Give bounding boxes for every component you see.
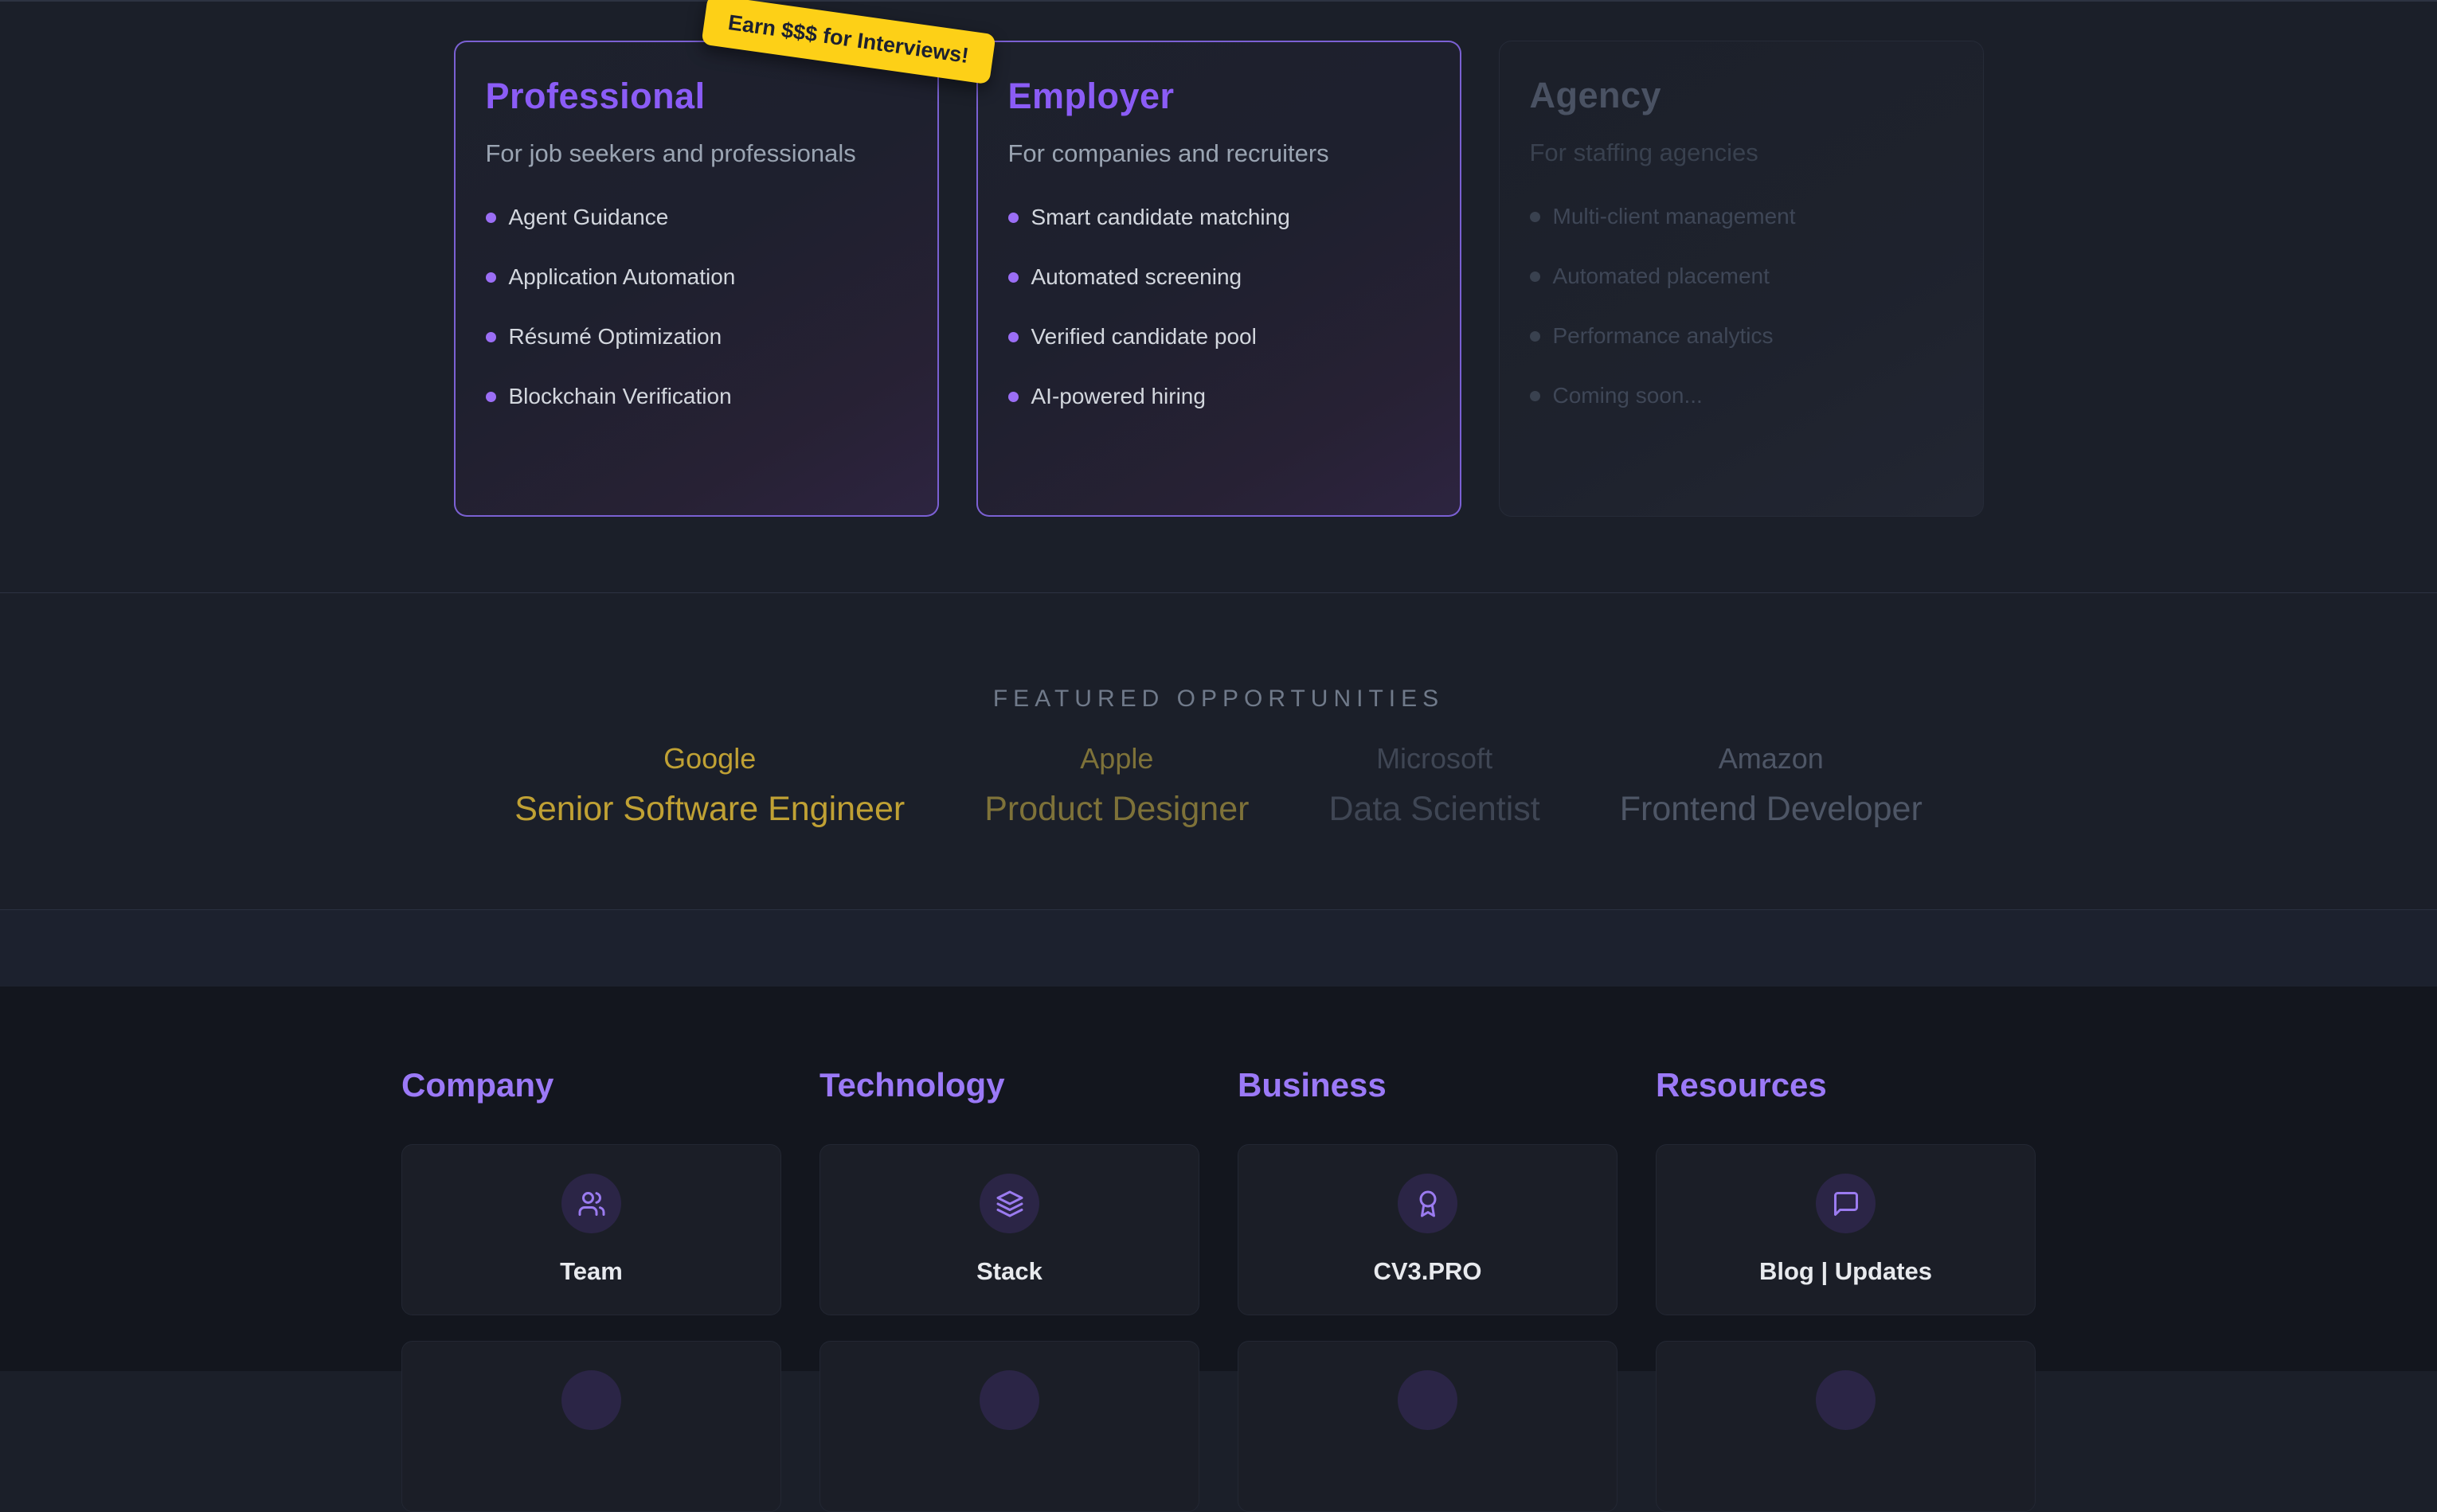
feature-label: Agent Guidance xyxy=(508,205,669,229)
feature-label: Verified candidate pool xyxy=(1031,324,1257,349)
plan-feature-list: Smart candidate matching Automated scree… xyxy=(1007,205,1430,409)
feature-item: Smart candidate matching xyxy=(1007,205,1430,230)
plan-title: Employer xyxy=(1007,76,1175,116)
bullet-dot-icon xyxy=(485,272,496,283)
footer-card-label: Team xyxy=(560,1257,623,1285)
message-icon xyxy=(1816,1174,1876,1233)
feature-item: Performance analytics xyxy=(1529,323,1953,349)
section-divider-strip xyxy=(0,909,2437,987)
featured-role: Product Designer xyxy=(984,790,1250,828)
bullet-dot-icon xyxy=(1529,211,1540,222)
feature-item: Blockchain Verification xyxy=(485,384,907,409)
footer-card-team[interactable]: Team xyxy=(401,1144,781,1315)
footer-heading: Company xyxy=(401,1066,554,1104)
feature-item: Automated placement xyxy=(1529,264,1953,289)
footer-column-resources: Resources Blog | Updates xyxy=(1656,1066,2036,1315)
plan-subtitle: For staffing agencies xyxy=(1529,139,1758,166)
feature-item: Verified candidate pool xyxy=(1007,324,1430,350)
bullet-dot-icon xyxy=(1007,331,1019,342)
feature-item: Automated screening xyxy=(1007,264,1430,290)
users-icon xyxy=(561,1174,621,1233)
footer-grid: Company Team Technology Sta xyxy=(401,1066,2036,1512)
featured-company: Google xyxy=(663,742,757,775)
featured-company: Amazon xyxy=(1718,742,1824,775)
bullet-dot-icon xyxy=(485,212,496,223)
featured-role: Frontend Developer xyxy=(1619,790,1923,828)
bullet-dot-icon xyxy=(485,391,496,402)
plan-title: Professional xyxy=(485,76,706,116)
featured-row: Google Senior Software Engineer Apple Pr… xyxy=(0,742,2437,829)
featured-item-amazon: Amazon Frontend Developer xyxy=(1620,742,1923,829)
feature-item: AI-powered hiring xyxy=(1007,384,1430,409)
feature-label: Blockchain Verification xyxy=(508,384,732,408)
bullet-dot-icon xyxy=(485,331,496,342)
footer-column-company: Company Team xyxy=(401,1066,781,1315)
featured-role: Senior Software Engineer xyxy=(514,790,906,828)
plan-subtitle: For job seekers and professionals xyxy=(485,139,856,167)
feature-label: Résumé Optimization xyxy=(508,324,722,349)
footer-column-business: Business CV3.PRO xyxy=(1238,1066,1617,1315)
feature-item: Application Automation xyxy=(485,264,907,290)
pricing-section: Earn $$$ for Interviews! Professional Fo… xyxy=(0,0,2437,592)
bullet-dot-icon xyxy=(1529,271,1540,282)
feature-label: Automated placement xyxy=(1552,264,1770,288)
plan-title: Agency xyxy=(1529,75,1662,115)
plan-feature-list: Multi-client management Automated placem… xyxy=(1529,204,1953,408)
footer-card-partial[interactable] xyxy=(1238,1341,1617,1512)
feature-item: Résumé Optimization xyxy=(485,324,907,350)
feature-item: Multi-client management xyxy=(1529,204,1953,229)
layers-icon xyxy=(980,1174,1039,1233)
featured-item-microsoft: Microsoft Data Scientist xyxy=(1328,742,1539,829)
feature-label: Performance analytics xyxy=(1552,323,1774,348)
plan-card-agency: Agency For staffing agencies Multi-clien… xyxy=(1498,41,1984,517)
feature-label: Coming soon... xyxy=(1552,383,1703,408)
footer-card-stack[interactable]: Stack xyxy=(820,1144,1199,1315)
footer-column-technology: Technology Stack xyxy=(820,1066,1199,1315)
feature-label: Automated screening xyxy=(1031,264,1242,289)
circle-icon xyxy=(980,1370,1039,1430)
footer-heading: Business xyxy=(1238,1066,1387,1104)
feature-item: Agent Guidance xyxy=(485,205,907,230)
feature-label: Smart candidate matching xyxy=(1031,205,1290,229)
plan-feature-list: Agent Guidance Application Automation Ré… xyxy=(485,205,907,409)
footer-card-cv3pro[interactable]: CV3.PRO xyxy=(1238,1144,1617,1315)
footer-card-blog-updates[interactable]: Blog | Updates xyxy=(1656,1144,2036,1315)
footer-heading: Technology xyxy=(820,1066,1005,1104)
plan-subtitle: For companies and recruiters xyxy=(1007,139,1329,167)
feature-label: AI-powered hiring xyxy=(1031,384,1206,408)
feature-item: Coming soon... xyxy=(1529,383,1953,408)
featured-company: Microsoft xyxy=(1376,742,1493,775)
feature-label: Application Automation xyxy=(508,264,736,289)
footer-card-partial[interactable] xyxy=(401,1341,781,1512)
featured-heading: FEATURED OPPORTUNITIES xyxy=(992,686,1445,712)
award-icon xyxy=(1398,1174,1457,1233)
featured-company: Apple xyxy=(1080,742,1154,775)
footer-card-label: Blog | Updates xyxy=(1758,1257,1933,1285)
footer-card-partial[interactable] xyxy=(1656,1341,2036,1512)
featured-item-apple: Apple Product Designer xyxy=(984,742,1249,829)
bullet-dot-icon xyxy=(1007,272,1019,283)
circle-icon xyxy=(1816,1370,1876,1430)
bullet-dot-icon xyxy=(1007,212,1019,223)
plan-cards-row: Professional For job seekers and profess… xyxy=(0,2,2437,517)
circle-icon xyxy=(1398,1370,1457,1430)
bullet-dot-icon xyxy=(1529,390,1540,401)
featured-item-google: Google Senior Software Engineer xyxy=(514,742,905,829)
plan-card-employer[interactable]: Employer For companies and recruiters Sm… xyxy=(976,41,1461,517)
bullet-dot-icon xyxy=(1007,391,1019,402)
circle-icon xyxy=(561,1370,621,1430)
footer-heading: Resources xyxy=(1656,1066,1827,1104)
footer-card-label: Stack xyxy=(976,1257,1042,1285)
footer: Company Team Technology Sta xyxy=(0,987,2437,1512)
bullet-dot-icon xyxy=(1529,330,1540,342)
feature-label: Multi-client management xyxy=(1552,204,1796,229)
plan-card-professional[interactable]: Professional For job seekers and profess… xyxy=(453,41,939,517)
featured-role: Data Scientist xyxy=(1328,790,1540,828)
footer-card-partial[interactable] xyxy=(820,1341,1199,1512)
featured-opportunities-section: FEATURED OPPORTUNITIES Google Senior Sof… xyxy=(0,592,2437,909)
footer-card-label: CV3.PRO xyxy=(1373,1257,1482,1285)
